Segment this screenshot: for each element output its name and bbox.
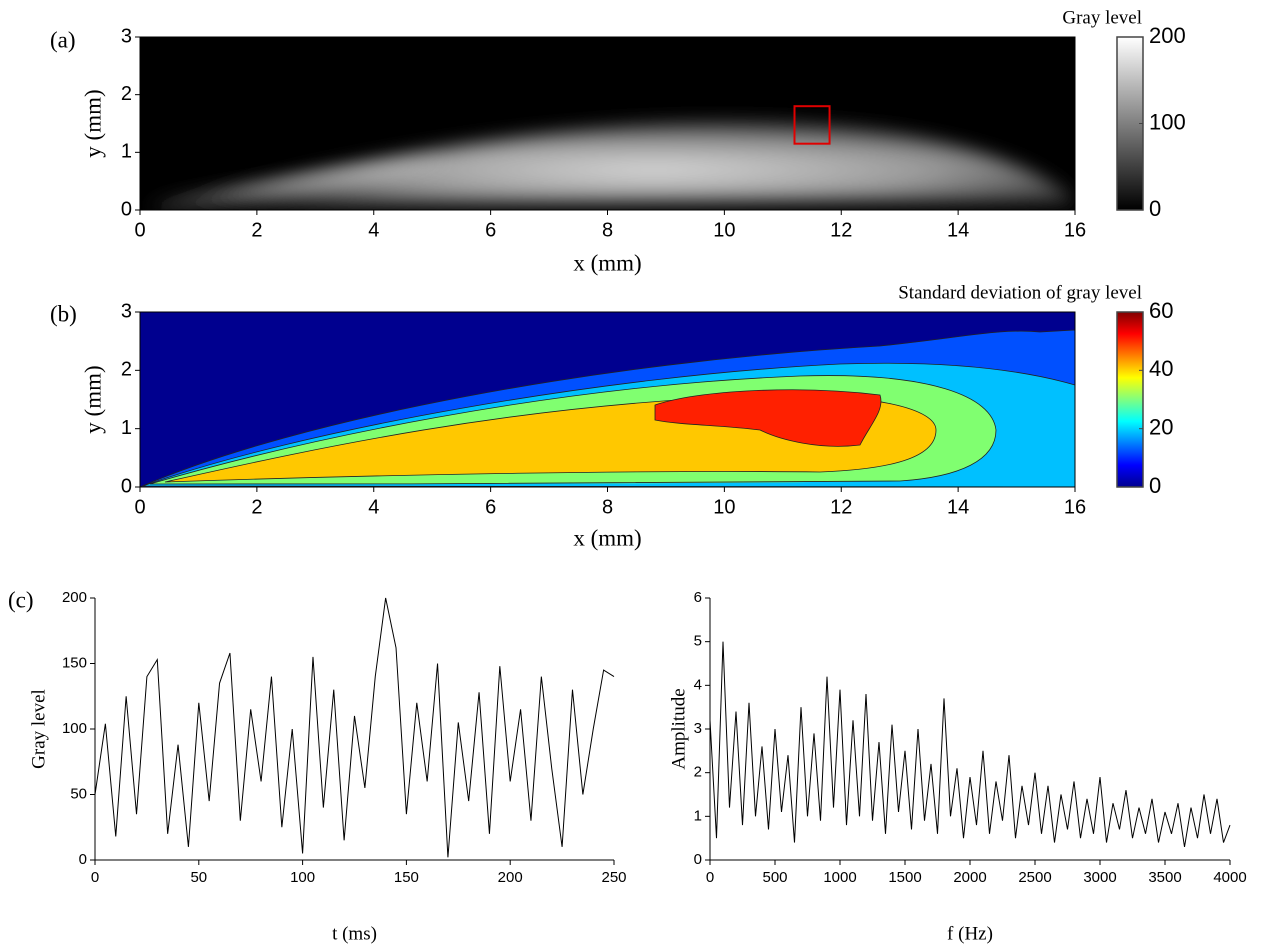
x-axis-label: x (mm) [573, 525, 641, 550]
y-tick-label: 2 [694, 764, 702, 781]
x-tick-label: 6 [485, 219, 496, 241]
colorbar-tick-label: 100 [1149, 109, 1186, 134]
y-tick-label: 1 [121, 417, 132, 439]
x-tick-label: 8 [602, 219, 613, 241]
x-tick-label: 2000 [953, 869, 986, 886]
x-tick-label: 14 [947, 219, 969, 241]
x-tick-label: 2 [251, 219, 262, 241]
y-axis-label: y (mm) [80, 89, 105, 157]
signal-line [94, 597, 615, 858]
colorbar-tick-label: 0 [1149, 473, 1161, 498]
x-tick-label: 4 [368, 496, 379, 518]
x-tick-label: 12 [830, 496, 852, 518]
gray-image [140, 37, 1075, 210]
y-tick-label: 6 [694, 589, 702, 606]
x-tick-label: 2 [251, 496, 262, 518]
signal-line [709, 641, 1231, 847]
x-tick-label: 1000 [823, 869, 856, 886]
contour-image [140, 312, 1075, 487]
x-axis-label: f (Hz) [947, 923, 993, 944]
y-tick-label: 1 [121, 141, 132, 163]
x-axis-label: t (ms) [332, 923, 377, 944]
x-tick-label: 3500 [1148, 869, 1181, 886]
y-tick-label: 3 [121, 25, 132, 47]
x-tick-label: 150 [394, 869, 419, 886]
y-tick-label: 0 [79, 851, 87, 868]
y-tick-label: 4 [694, 676, 702, 693]
y-tick-label: 0 [121, 198, 132, 220]
x-tick-label: 2500 [1018, 869, 1051, 886]
x-tick-label: 3000 [1083, 869, 1116, 886]
x-tick-label: 1500 [888, 869, 921, 886]
panel-label: (c) [8, 587, 34, 612]
colorbar-title: Standard deviation of gray level [898, 282, 1142, 303]
y-axis-label: Gray level [28, 689, 49, 769]
y-axis-label: y (mm) [80, 365, 105, 433]
y-tick-label: 150 [62, 654, 87, 671]
y-tick-label: 50 [70, 785, 87, 802]
y-tick-label: 2 [121, 83, 132, 105]
colorbar-tick-label: 0 [1149, 196, 1161, 221]
colorbar-tick-label: 60 [1149, 298, 1173, 323]
x-axis-label: x (mm) [573, 250, 641, 275]
x-tick-label: 10 [713, 496, 735, 518]
x-tick-label: 14 [947, 496, 969, 518]
y-tick-label: 200 [62, 589, 87, 606]
x-tick-label: 6 [485, 496, 496, 518]
x-tick-label: 250 [601, 869, 626, 886]
colorbar-title: Gray level [1062, 7, 1142, 28]
y-tick-label: 2 [121, 359, 132, 381]
colorbar [1116, 311, 1144, 488]
y-tick-label: 1 [694, 807, 702, 824]
x-tick-label: 0 [134, 219, 145, 241]
x-tick-label: 8 [602, 496, 613, 518]
x-tick-label: 10 [713, 219, 735, 241]
panel-label: (a) [50, 27, 76, 52]
colorbar-tick-label: 200 [1149, 23, 1186, 48]
colorbar [1116, 36, 1144, 211]
x-tick-label: 50 [190, 869, 207, 886]
y-axis-label: Amplitude [668, 688, 689, 769]
y-tick-label: 0 [694, 851, 702, 868]
x-tick-label: 100 [290, 869, 315, 886]
y-tick-label: 5 [694, 633, 702, 650]
colorbar-tick-label: 40 [1149, 356, 1173, 381]
x-tick-label: 0 [706, 869, 714, 886]
colorbar-tick-label: 20 [1149, 414, 1173, 439]
x-tick-label: 0 [91, 869, 99, 886]
panel-label: (b) [50, 301, 77, 326]
x-tick-label: 4 [368, 219, 379, 241]
x-tick-label: 500 [762, 869, 787, 886]
x-tick-label: 16 [1064, 496, 1086, 518]
roi-box [793, 105, 831, 145]
y-tick-label: 3 [694, 720, 702, 737]
x-tick-label: 200 [498, 869, 523, 886]
y-tick-label: 0 [121, 475, 132, 497]
x-tick-label: 16 [1064, 219, 1086, 241]
x-tick-label: 12 [830, 219, 852, 241]
y-tick-label: 100 [62, 720, 87, 737]
y-tick-label: 3 [121, 300, 132, 322]
x-tick-label: 4000 [1213, 869, 1246, 886]
x-tick-label: 0 [134, 496, 145, 518]
